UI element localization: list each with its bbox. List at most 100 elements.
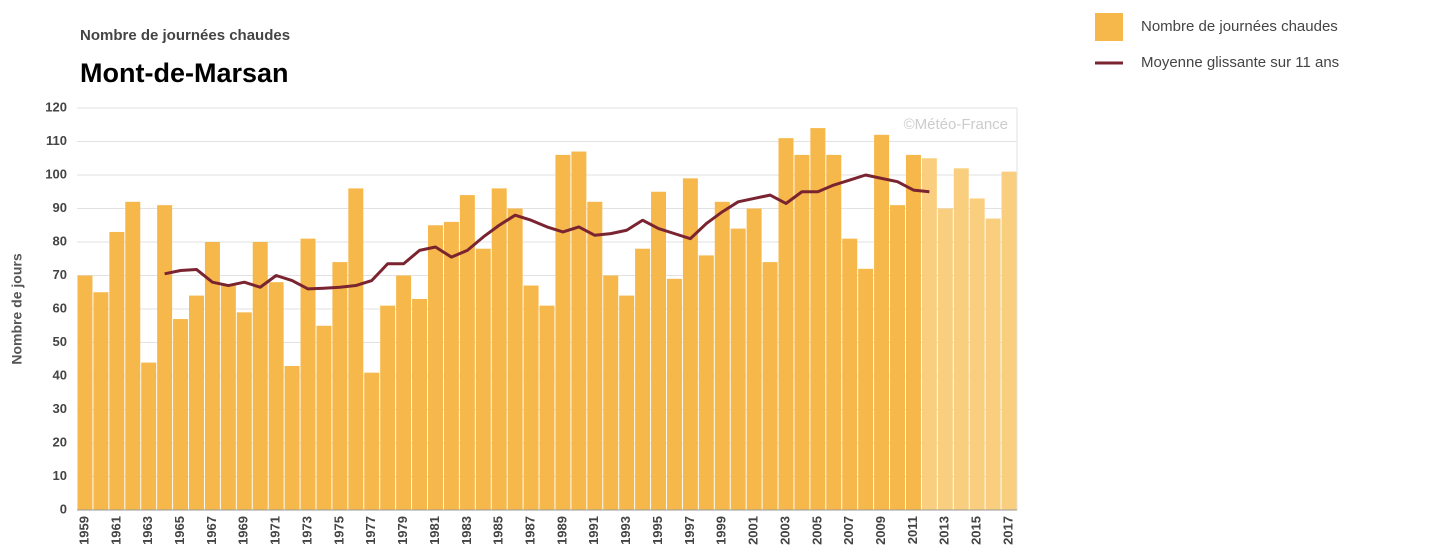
y-tick-label: 110 — [46, 133, 67, 148]
x-tick-label: 1995 — [650, 516, 665, 545]
watermark: ©Météo-France — [904, 116, 1008, 133]
bar — [587, 201, 603, 511]
bar — [380, 305, 396, 510]
x-tick-label: 1989 — [554, 516, 569, 545]
bar — [826, 154, 842, 510]
bar — [571, 151, 587, 511]
chart-title: Mont-de-Marsan — [80, 58, 289, 88]
bar — [778, 138, 794, 510]
x-tick-label: 1977 — [363, 516, 378, 545]
y-axis-label: Nombre de jours — [9, 253, 25, 364]
bar — [268, 282, 284, 510]
bar — [905, 154, 921, 510]
bar — [491, 188, 507, 510]
y-tick-label: 80 — [53, 233, 67, 248]
x-tick-label: 1965 — [172, 516, 187, 545]
bar — [921, 158, 937, 510]
bar — [890, 205, 905, 510]
bar — [603, 275, 619, 510]
x-tick-label: 1979 — [395, 516, 410, 545]
bar — [252, 242, 268, 510]
bar — [109, 231, 125, 510]
x-tick-label: 1971 — [268, 516, 283, 545]
bar — [714, 201, 730, 511]
y-tick-label: 90 — [53, 200, 67, 215]
bar — [794, 154, 810, 510]
x-tick-label: 2007 — [841, 516, 856, 545]
x-tick-label: 1969 — [236, 516, 251, 545]
bar — [762, 262, 778, 510]
bar — [698, 255, 714, 510]
x-tick-label: 2009 — [873, 516, 888, 545]
x-tick-label: 1967 — [204, 516, 219, 545]
bar — [157, 205, 173, 510]
bar — [746, 208, 762, 510]
bar — [874, 134, 890, 511]
bar — [1001, 171, 1017, 510]
bar — [858, 268, 874, 510]
y-tick-label: 50 — [53, 334, 67, 349]
legend-swatch — [1095, 13, 1123, 41]
y-tick-label: 20 — [53, 434, 67, 449]
bar — [651, 191, 667, 510]
bar — [332, 262, 348, 510]
bar — [937, 208, 953, 510]
bar — [284, 365, 300, 510]
bar — [316, 325, 332, 510]
x-tick-label: 1961 — [108, 516, 123, 545]
y-tick-label: 100 — [45, 166, 67, 181]
bar — [523, 285, 539, 510]
bar — [364, 372, 380, 510]
x-tick-label: 1959 — [76, 516, 91, 545]
x-tick-label: 1997 — [682, 516, 697, 545]
y-tick-label: 70 — [53, 267, 67, 282]
bar — [953, 168, 969, 511]
bar — [969, 198, 985, 510]
moving-average-line — [164, 173, 930, 291]
x-tick-label: 2005 — [809, 516, 824, 545]
y-tick-label: 30 — [53, 401, 67, 416]
x-tick-label: 1963 — [140, 516, 155, 545]
x-tick-label: 1973 — [299, 516, 314, 545]
bar — [204, 242, 220, 510]
legend-label: Moyenne glissante sur 11 ans — [1141, 54, 1339, 71]
bar — [93, 292, 109, 510]
y-tick-label: 120 — [45, 99, 67, 114]
bar — [682, 178, 698, 510]
x-tick-label: 1987 — [523, 516, 538, 545]
y-tick-label: 40 — [53, 367, 67, 382]
bar — [443, 221, 459, 510]
bar — [125, 201, 141, 511]
x-tick-label: 2011 — [905, 516, 920, 544]
bar — [730, 228, 746, 510]
bar — [619, 295, 635, 510]
legend-label: Nombre de journées chaudes — [1141, 18, 1338, 35]
x-tick-label: 2017 — [1000, 516, 1015, 545]
x-tick-label: 1981 — [427, 516, 442, 545]
x-tick-label: 1975 — [331, 516, 346, 545]
x-tick-label: 1983 — [459, 516, 474, 545]
y-tick-label: 10 — [53, 468, 67, 483]
bar — [412, 298, 428, 510]
bar — [189, 295, 204, 510]
bar — [220, 285, 236, 510]
x-tick-label: 2013 — [937, 516, 952, 545]
x-tick-label: 1999 — [714, 516, 729, 545]
x-tick-label: 1993 — [618, 516, 633, 545]
x-tick-label: 2015 — [969, 516, 984, 545]
bar — [555, 154, 571, 510]
bar — [396, 275, 412, 510]
bar — [300, 238, 316, 510]
bar — [173, 319, 189, 510]
x-tick-label: 1991 — [586, 516, 601, 545]
chart-subtitle: Nombre de journées chaudes — [80, 27, 290, 44]
y-tick-label: 60 — [53, 300, 67, 315]
bar — [507, 208, 523, 510]
x-tick-label: 2003 — [777, 516, 792, 545]
bar — [666, 278, 682, 510]
bar — [77, 275, 93, 510]
bar — [236, 312, 252, 510]
y-tick-label: 0 — [60, 501, 67, 516]
bar — [459, 195, 475, 510]
